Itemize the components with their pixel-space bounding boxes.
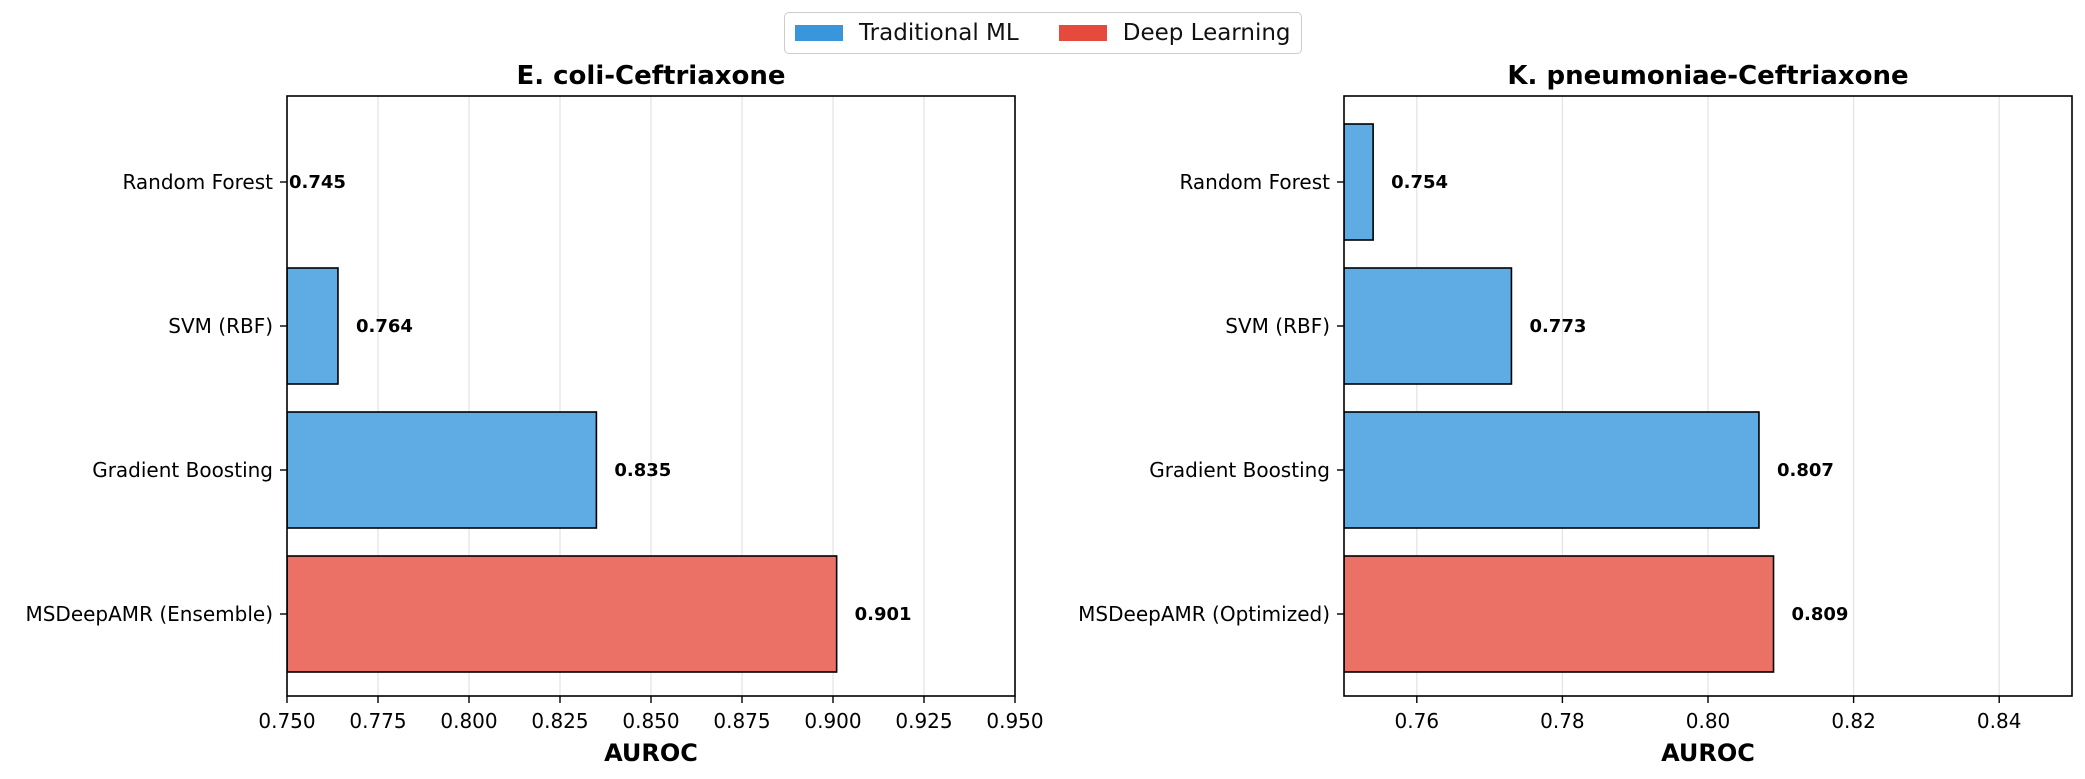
x-tick-label: 0.850 bbox=[622, 709, 679, 733]
x-tick-label: 0.76 bbox=[1395, 709, 1440, 733]
x-tick-label: 0.925 bbox=[895, 709, 952, 733]
x-tick-label: 0.950 bbox=[986, 709, 1043, 733]
x-tick-label: 0.800 bbox=[440, 709, 497, 733]
bar bbox=[287, 555, 838, 673]
legend-label-deep-learning: Deep Learning bbox=[1122, 20, 1291, 46]
legend-swatch-deep-learning bbox=[1058, 25, 1107, 41]
data-label: 0.764 bbox=[356, 316, 413, 337]
data-label: 0.745 bbox=[289, 172, 346, 193]
bar bbox=[287, 411, 598, 529]
x-tick-label: 0.82 bbox=[1831, 709, 1876, 733]
x-tick-label: 0.825 bbox=[531, 709, 588, 733]
data-label: 0.773 bbox=[1529, 316, 1586, 337]
chart-title: E. coli-Ceftriaxone bbox=[516, 61, 785, 91]
x-tick-label: 0.750 bbox=[258, 709, 315, 733]
bar bbox=[1344, 555, 1775, 673]
y-tick-label: MSDeepAMR (Ensemble) bbox=[25, 602, 273, 626]
legend-label-traditional-ml: Traditional ML bbox=[859, 20, 1019, 46]
x-tick-label: 0.775 bbox=[349, 709, 406, 733]
chart-legend: Traditional ML Deep Learning bbox=[784, 12, 1302, 54]
x-tick-label: 0.80 bbox=[1686, 709, 1731, 733]
y-tick-label: Random Forest bbox=[1179, 170, 1330, 194]
legend-swatch-traditional-ml bbox=[795, 25, 843, 41]
y-tick-label: SVM (RBF) bbox=[1225, 314, 1330, 338]
data-label: 0.754 bbox=[1391, 172, 1448, 193]
chart-panel-1: 0.745 0.764 0.835 0.901 Random Forest SVM (RB… bbox=[25, 61, 1043, 767]
x-tick-label: 0.900 bbox=[804, 709, 861, 733]
data-label: 0.901 bbox=[855, 604, 912, 625]
bars-group bbox=[287, 267, 838, 673]
data-label: 0.807 bbox=[1777, 460, 1834, 481]
legend-item-deep-learning: Deep Learning bbox=[1058, 20, 1291, 46]
data-label: 0.809 bbox=[1792, 604, 1849, 625]
x-axis-label: AUROC bbox=[604, 739, 698, 767]
bar bbox=[1344, 123, 1374, 241]
y-tick-label: Gradient Boosting bbox=[1149, 458, 1330, 482]
y-tick-label: SVM (RBF) bbox=[168, 314, 273, 338]
bar bbox=[1344, 411, 1760, 529]
bars-group bbox=[1344, 123, 1775, 673]
data-label: 0.835 bbox=[614, 460, 671, 481]
x-tick-label: 0.875 bbox=[713, 709, 770, 733]
chart-panel-2: 0.754 0.773 0.807 0.809 Random Forest SVM (RB… bbox=[1078, 61, 2073, 767]
x-axis-label: AUROC bbox=[1661, 739, 1755, 767]
legend-item-traditional-ml: Traditional ML bbox=[795, 20, 1019, 46]
y-tick-label: MSDeepAMR (Optimized) bbox=[1078, 602, 1330, 626]
y-tick-label: Random Forest bbox=[122, 170, 273, 194]
x-tick-label: 0.84 bbox=[1977, 709, 2022, 733]
chart-title: K. pneumoniae-Ceftriaxone bbox=[1507, 61, 1908, 91]
bar bbox=[287, 267, 339, 385]
bar bbox=[1344, 267, 1513, 385]
x-tick-label: 0.78 bbox=[1540, 709, 1585, 733]
y-tick-label: Gradient Boosting bbox=[92, 458, 273, 482]
